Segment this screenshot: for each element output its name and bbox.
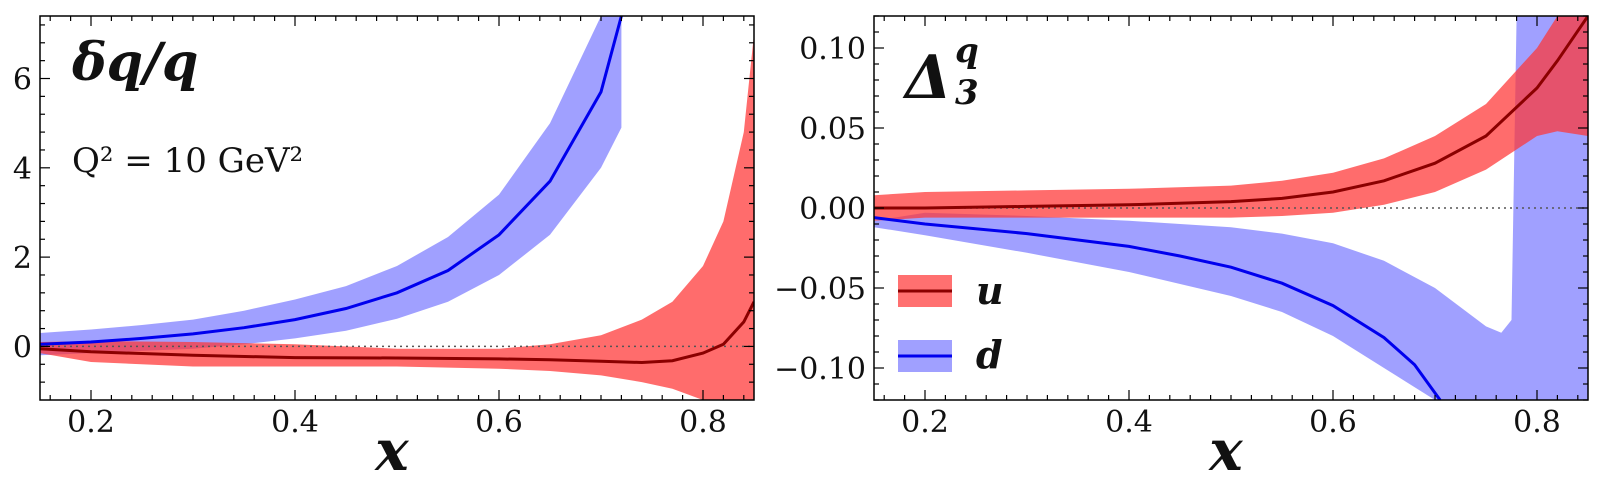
right-panel-title: Δ q 3 — [902, 31, 979, 113]
right-y-tick-label: 0.05 — [799, 112, 866, 147]
left-band-d — [40, 16, 622, 356]
right-panel-title-superscript: q — [955, 31, 979, 71]
left-panel-annotation: Q² = 10 GeV² — [72, 141, 303, 181]
right-band-d — [874, 16, 1588, 400]
right-x-tick-label: 0.2 — [901, 405, 949, 440]
right-x-tick-label: 0.6 — [1309, 405, 1357, 440]
right-line-u — [874, 16, 1588, 210]
right-plot-area — [874, 16, 1588, 400]
left-y-tick-label: 2 — [13, 241, 32, 276]
left-x-tick-label: 0.2 — [67, 405, 115, 440]
right-panel: 0.2 0.4 0.6 0.8 0.10 0.05 0.00 −0.05 −0.10 Δ q 3… — [774, 15, 1589, 484]
right-x-axis-title: x — [1208, 418, 1243, 484]
right-x-tick-label: 0.4 — [1105, 405, 1153, 440]
left-y-tick-label: 6 — [13, 63, 32, 98]
right-y-tick-label: 0.00 — [799, 192, 866, 227]
legend-entry-u: u — [898, 268, 1004, 313]
right-x-tick-label: 0.8 — [1513, 405, 1561, 440]
left-panel: 0.2 0.4 0.6 0.8 0 2 4 6 δq/q Q² = 10 GeV² x — [13, 15, 755, 484]
right-ticks: 0.2 0.4 0.6 0.8 0.10 0.05 0.00 −0.05 −0.10 — [774, 15, 1588, 440]
left-x-tick-label: 0.4 — [271, 405, 319, 440]
legend-entry-d: d — [898, 332, 1003, 377]
legend-d-label: d — [976, 332, 1003, 377]
right-panel-title-base: Δ — [902, 43, 952, 113]
legend-u-label: u — [976, 268, 1004, 313]
right-line-d — [874, 216, 1442, 400]
left-x-tick-label: 0.6 — [475, 405, 523, 440]
left-y-tick-label: 4 — [13, 152, 32, 187]
left-line-u — [40, 301, 754, 365]
left-ticks: 0.2 0.4 0.6 0.8 0 2 4 6 — [13, 16, 754, 440]
left-x-tick-label: 0.8 — [679, 405, 727, 440]
left-band-u — [40, 33, 754, 400]
left-y-tick-label: 0 — [13, 330, 32, 365]
left-plot-area — [40, 16, 754, 400]
right-panel-title-subscript: 3 — [955, 73, 979, 113]
right-y-tick-label: 0.10 — [799, 32, 866, 67]
left-panel-title: δq/q — [71, 32, 198, 93]
legend: u d — [898, 268, 1004, 377]
left-line-d — [40, 16, 623, 346]
left-x-axis-title: x — [374, 418, 409, 484]
right-y-tick-label: −0.10 — [774, 352, 866, 387]
right-y-tick-label: −0.05 — [774, 272, 866, 307]
right-band-u — [874, 16, 1588, 221]
